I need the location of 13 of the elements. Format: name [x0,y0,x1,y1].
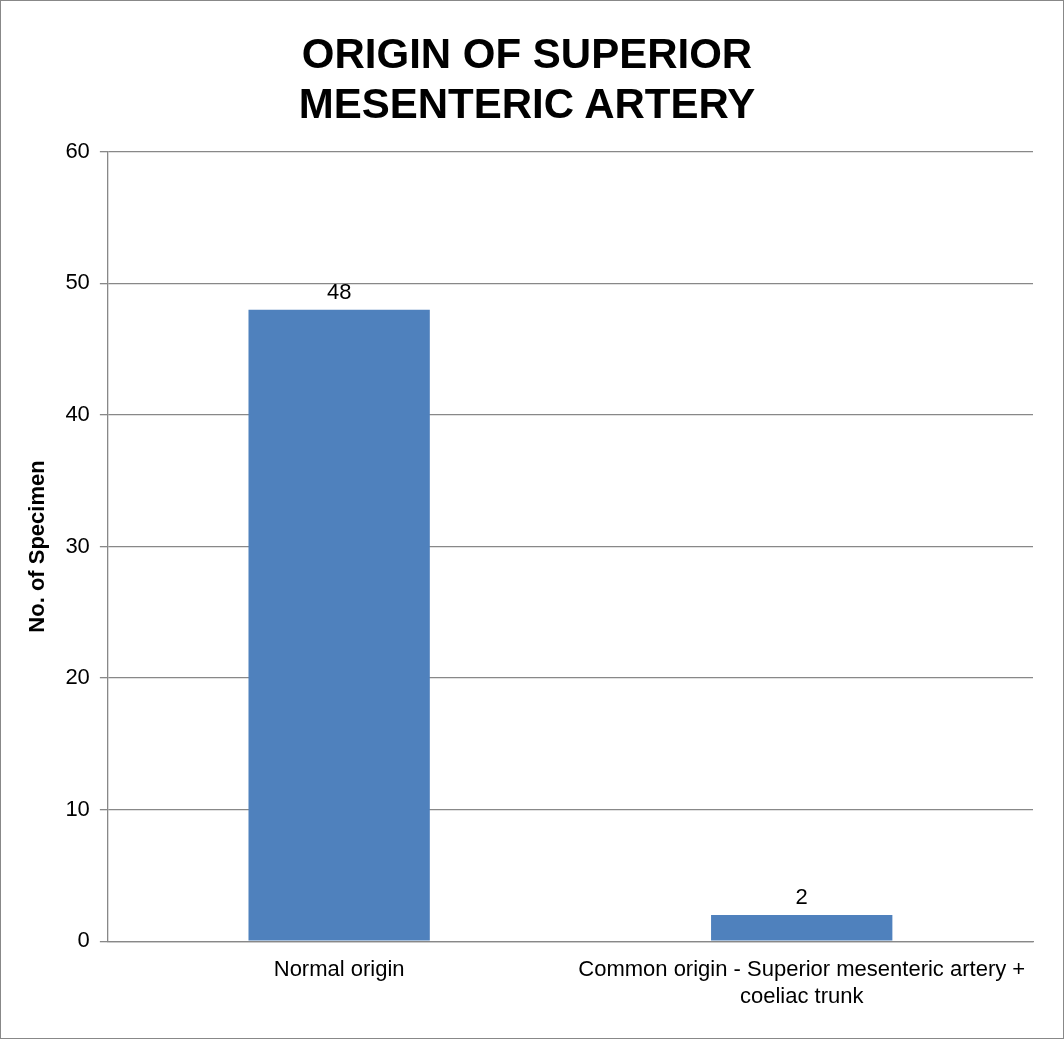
data-label: 48 [326,278,352,304]
data-label: 2 [795,883,808,909]
y-tick-label: 10 [65,795,90,821]
y-tick-label: 30 [65,532,90,558]
y-axis-title: No. of Specimen [24,460,50,633]
y-tick-label: 50 [65,269,90,295]
y-tick-label: 0 [77,927,90,953]
y-tick-label: 60 [65,137,90,163]
y-tick-label: 20 [65,664,90,690]
y-tick-label: 40 [65,401,90,426]
x-tick-label: Normal origin [273,956,405,982]
x-tick-label: Common origin - Superior mesenteric artery + coeliac trunk [578,956,1026,1008]
chart-title: ORIGIN OF SUPERIOR MESENTERIC ARTERY [298,29,756,128]
